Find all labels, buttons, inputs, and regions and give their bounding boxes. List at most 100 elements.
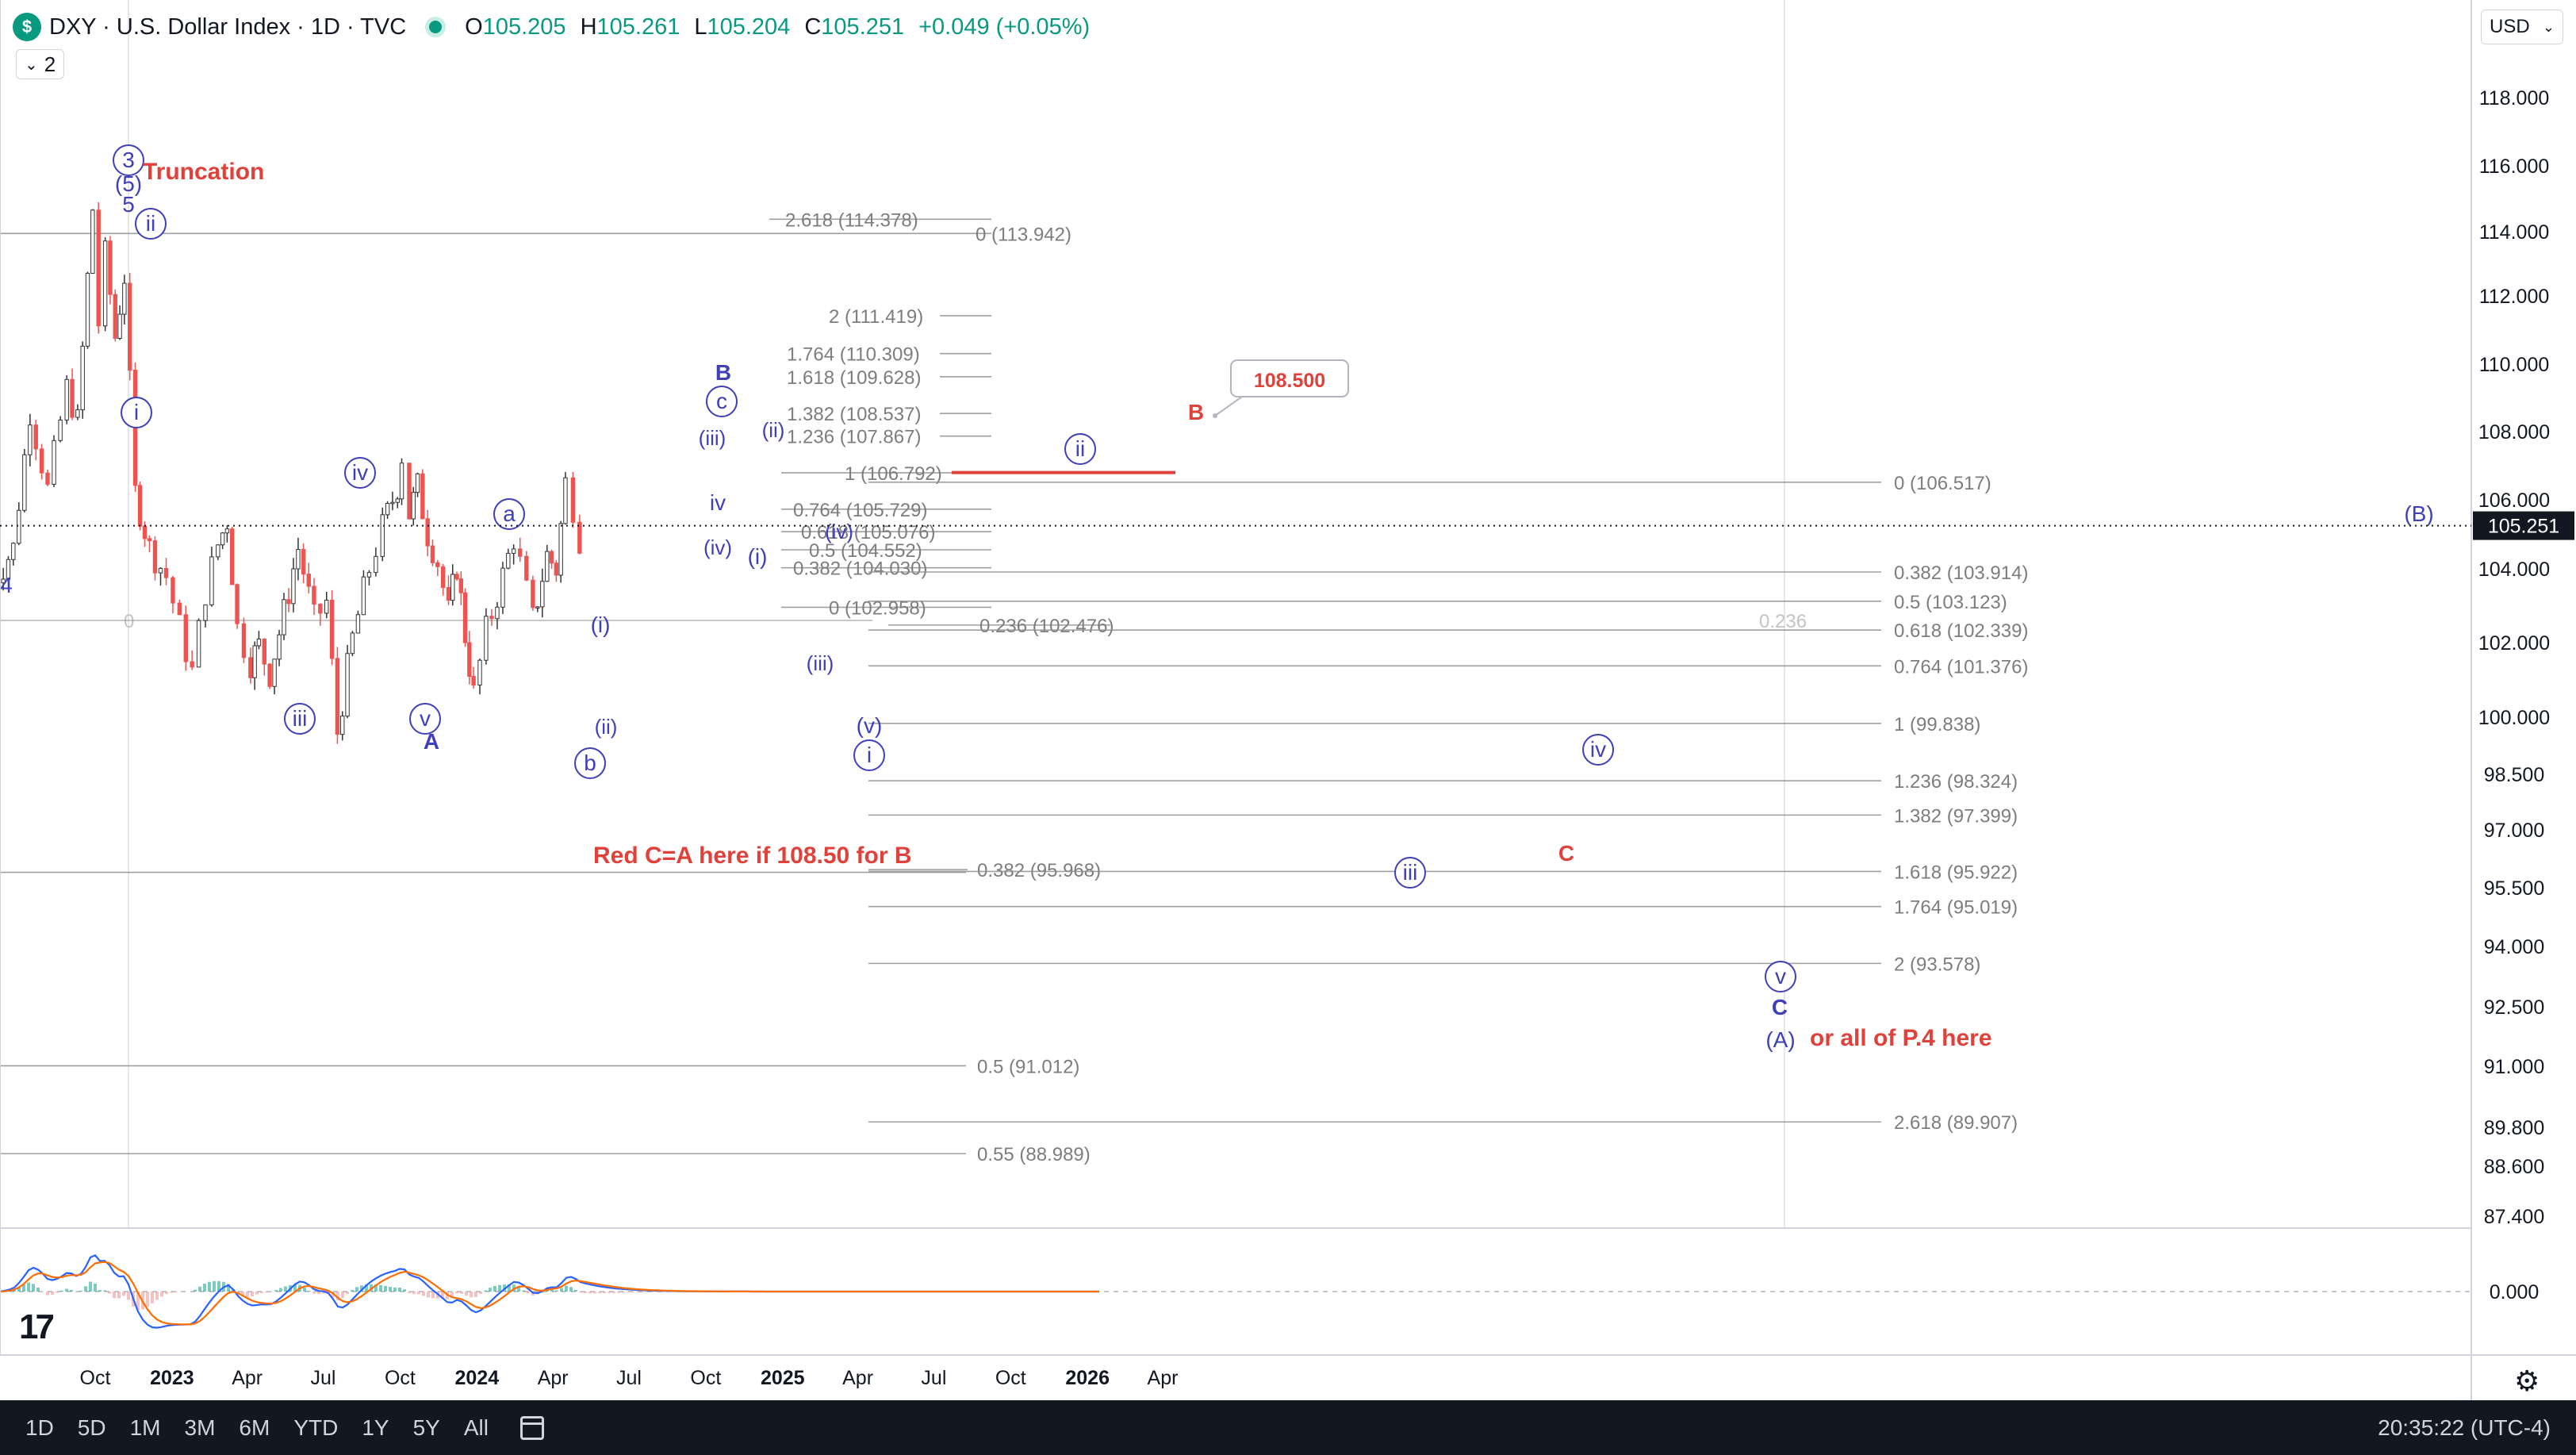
wave-label: v bbox=[420, 706, 431, 731]
range-6m-button[interactable]: 6M bbox=[239, 1415, 270, 1440]
symbol-legend[interactable]: $ DXY · U.S. Dollar Index · 1D · TVC O10… bbox=[13, 10, 1090, 44]
fib-level-label: 1.382 (97.399) bbox=[1894, 805, 2018, 827]
fib-level-label: 1.764 (110.309) bbox=[787, 344, 920, 366]
candle-body bbox=[318, 604, 323, 614]
range-all-button[interactable]: All bbox=[463, 1415, 489, 1440]
indicators-toggle[interactable]: ⌄ 2 bbox=[16, 49, 65, 79]
candle-body bbox=[272, 658, 277, 687]
oscillator-histogram-bar bbox=[603, 1292, 606, 1294]
fib-level-label: 0.618 (102.339) bbox=[1894, 620, 2028, 642]
oscillator-histogram-bar bbox=[122, 1292, 125, 1296]
oscillator-histogram-bar bbox=[427, 1292, 430, 1298]
x-tick-label: Apr bbox=[232, 1367, 263, 1389]
wave-label-circle bbox=[113, 144, 144, 176]
candle-body bbox=[45, 472, 50, 485]
candle-body bbox=[52, 440, 56, 485]
candle-body bbox=[235, 584, 240, 624]
candle-body bbox=[549, 551, 554, 564]
x-tick-label: 2024 bbox=[454, 1367, 499, 1389]
range-3m-button[interactable]: 3M bbox=[184, 1415, 216, 1440]
fib-level-label: 0.236 (102.476) bbox=[979, 616, 1114, 637]
y-tick-label: 94.000 bbox=[2484, 936, 2544, 958]
currency-select[interactable]: USD ⌄ bbox=[2481, 10, 2563, 44]
wave-label: (ii) bbox=[595, 715, 618, 739]
oscillator-histogram-bar bbox=[455, 1292, 458, 1294]
candle-body bbox=[345, 653, 350, 717]
wave-label: 5 bbox=[122, 192, 135, 217]
oscillator-histogram-bar bbox=[279, 1288, 282, 1292]
candle-body bbox=[216, 544, 220, 558]
candle-body bbox=[122, 282, 127, 315]
range-1m-button[interactable]: 1M bbox=[129, 1415, 161, 1440]
y-tick-label: 87.400 bbox=[2484, 1206, 2544, 1228]
oscillator-histogram-bar bbox=[127, 1292, 130, 1300]
oscillator-histogram-bar bbox=[284, 1286, 287, 1292]
range-5y-button[interactable]: 5Y bbox=[412, 1415, 440, 1440]
wave-label: v bbox=[1775, 964, 1786, 989]
fib-level-label: 0 (113.942) bbox=[976, 224, 1071, 245]
y-tick-label: 106.000 bbox=[2478, 489, 2550, 512]
candle-body bbox=[390, 501, 395, 505]
calendar-icon[interactable] bbox=[519, 1415, 544, 1440]
wave-label: (B) bbox=[2404, 501, 2433, 526]
oscillator-histogram-bar bbox=[213, 1280, 216, 1292]
y-tick-label: 91.000 bbox=[2484, 1056, 2544, 1078]
tradingview-logo-icon[interactable]: 17 bbox=[19, 1307, 55, 1346]
candle-body bbox=[291, 568, 296, 605]
candle-body bbox=[220, 532, 225, 546]
candle-body bbox=[190, 661, 194, 668]
candle-body bbox=[329, 600, 335, 659]
candle-body bbox=[102, 240, 108, 327]
candle-body bbox=[395, 498, 400, 503]
y-tick-label: 88.600 bbox=[2484, 1156, 2544, 1178]
oscillator-histogram-bar bbox=[384, 1285, 387, 1292]
candle-body bbox=[137, 485, 143, 527]
oscillator-histogram-bar bbox=[374, 1284, 378, 1292]
wave-label: (iv) bbox=[825, 520, 853, 543]
range-1y-button[interactable]: 1Y bbox=[362, 1415, 389, 1440]
wave-label: A bbox=[424, 729, 439, 754]
oscillator-histogram-bar bbox=[584, 1292, 587, 1293]
x-tick-label: Oct bbox=[690, 1367, 721, 1389]
wave-label-circle bbox=[284, 703, 316, 735]
x-tick-label: Apr bbox=[1148, 1367, 1179, 1389]
current-price-tag bbox=[2473, 511, 2574, 540]
candle-body bbox=[374, 555, 378, 574]
x-tick-label: Jul bbox=[311, 1367, 336, 1389]
oscillator-histogram-bar bbox=[465, 1292, 468, 1296]
change-value: +0.049 (+0.05%) bbox=[918, 13, 1091, 40]
symbol-title[interactable]: DXY · U.S. Dollar Index · 1D · TVC bbox=[49, 13, 407, 40]
candle-body bbox=[196, 620, 201, 668]
oscillator-histogram-bar bbox=[522, 1290, 525, 1292]
oscillator-histogram-bar bbox=[412, 1292, 416, 1295]
oscillator-histogram-bar bbox=[360, 1285, 363, 1292]
candle-body bbox=[113, 294, 117, 340]
candle-body bbox=[80, 345, 85, 411]
indicator-count: 2 bbox=[44, 52, 56, 76]
fib-level-label: 1 (106.792) bbox=[845, 463, 942, 485]
gear-icon[interactable]: ⚙ bbox=[2514, 1365, 2540, 1397]
y-tick-label: 108.000 bbox=[2478, 421, 2550, 443]
candle-body bbox=[171, 577, 175, 604]
candle-body bbox=[58, 419, 63, 441]
fib-level-label: 0.382 (104.030) bbox=[793, 559, 927, 580]
range-5d-button[interactable]: 5D bbox=[77, 1415, 106, 1440]
symbol-logo: $ bbox=[13, 13, 41, 41]
range-1d-button[interactable]: 1D bbox=[25, 1415, 54, 1440]
candle-body bbox=[340, 716, 345, 735]
wave-label-circle bbox=[1582, 734, 1614, 766]
oscillator-histogram-bar bbox=[89, 1281, 92, 1292]
candle-body bbox=[489, 616, 494, 620]
wave-label: i bbox=[867, 743, 872, 767]
signal-line bbox=[0, 1261, 1099, 1326]
fib-level-label: 0.764 (105.729) bbox=[793, 500, 927, 521]
fib-levels: 2.618 (114.378) 0 (113.942) 2 (111.419) 1.7… bbox=[0, 209, 2028, 1165]
grid-layer bbox=[128, 0, 1785, 1228]
candle-body bbox=[366, 572, 372, 578]
annotations: Truncation Red C=A here if 108.50 for B or… bbox=[143, 159, 1992, 1051]
candle-body bbox=[440, 566, 446, 589]
fib-level-label: 2.618 (89.907) bbox=[1894, 1112, 2018, 1134]
candle-body bbox=[128, 282, 132, 371]
range-ytd-button[interactable]: YTD bbox=[293, 1415, 339, 1440]
